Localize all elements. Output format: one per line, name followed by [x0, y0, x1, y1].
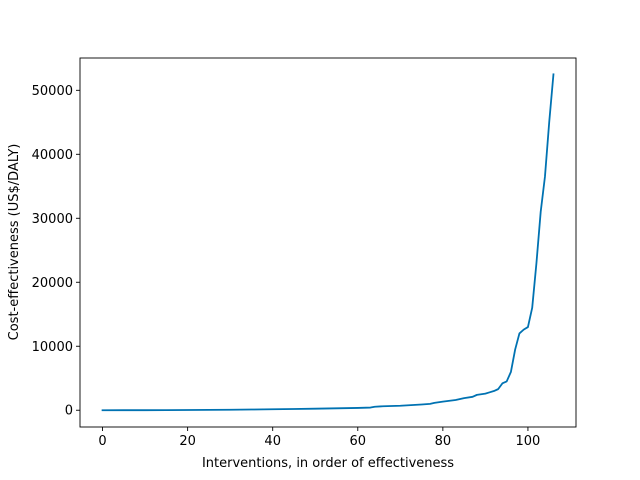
y-axis-ticks: 0 10000 20000 30000 40000 50000 — [32, 84, 80, 419]
y-tick-label: 20000 — [32, 276, 73, 291]
y-tick-label: 10000 — [32, 340, 73, 355]
plot-area — [79, 57, 577, 428]
y-tick-label: 0 — [65, 404, 73, 419]
plot-frame — [79, 57, 577, 428]
x-tick-label: 60 — [350, 434, 367, 449]
y-tick-label: 40000 — [32, 148, 73, 163]
x-tick-label: 20 — [179, 434, 196, 449]
x-axis-ticks: 0 20 40 60 80 100 — [98, 427, 540, 449]
x-tick-label: 40 — [264, 434, 281, 449]
x-tick-label: 0 — [98, 434, 106, 449]
y-tick-label: 50000 — [32, 84, 73, 99]
x-tick-label: 80 — [435, 434, 452, 449]
x-tick-label: 100 — [516, 434, 541, 449]
y-axis-label: Cost-effectiveness (US$/DALY) — [7, 144, 22, 341]
y-tick-label: 30000 — [32, 212, 73, 227]
x-axis-label: Interventions, in order of effectiveness — [202, 456, 454, 471]
series-line — [101, 73, 555, 412]
